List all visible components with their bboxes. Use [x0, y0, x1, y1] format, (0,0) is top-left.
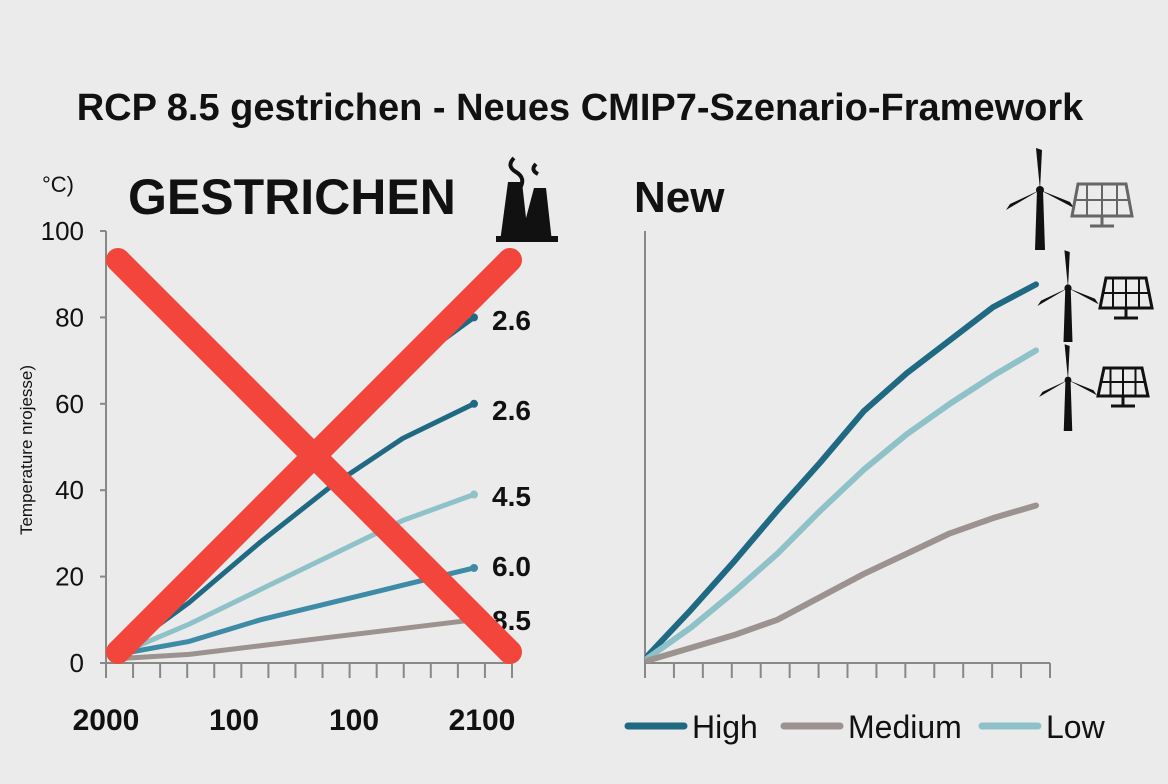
legend-label: Medium	[848, 709, 962, 745]
wind-turbine-icon	[1037, 250, 1099, 342]
solar-panel-icon	[1096, 366, 1150, 408]
left-y-tick-label: 20	[55, 562, 84, 592]
left-y-axis-label: Temperature nrojesse)	[17, 365, 36, 535]
left-series-end-point	[470, 490, 478, 499]
left-y-tick-label: 100	[41, 216, 84, 246]
left-y-tick-label: 0	[70, 648, 84, 678]
factory-smokestack-icon	[496, 156, 558, 242]
chart-title: RCP 8.5 gestrichen - Neues CMIP7-Szenari…	[77, 87, 1084, 129]
legend: High Medium Low	[624, 709, 1106, 745]
left-series-line	[115, 401, 477, 657]
right-series-line	[645, 281, 1039, 659]
left-series-line	[115, 565, 477, 657]
left-series-line	[115, 492, 477, 657]
solar-panel-icon	[1070, 182, 1134, 228]
left-y-tick-label: 60	[55, 389, 84, 419]
left-y-tick-label: 40	[55, 475, 84, 505]
left-series-line	[115, 617, 477, 662]
left-chart: °C) GESTRICHEN 0 20 40 60 80 100 2000 100 100 21…	[17, 156, 558, 737]
left-series-end-point	[470, 313, 478, 322]
wind-turbine-icon	[1006, 148, 1074, 250]
left-series-end-label: 6.0	[492, 551, 531, 582]
left-y-tick-label: 80	[55, 302, 84, 332]
solar-panel-icon	[1098, 276, 1154, 320]
legend-label: Low	[1046, 709, 1106, 745]
left-chart-heading: GESTRICHEN	[128, 169, 456, 225]
left-series-end-point	[470, 563, 478, 572]
left-series-end-point	[470, 399, 478, 408]
left-x-tick-label: 100	[209, 704, 259, 737]
left-unit-label: °C)	[42, 172, 74, 197]
left-x-tick-label: 2000	[73, 704, 140, 737]
red-x-cross-icon	[106, 248, 522, 664]
right-series-line	[645, 347, 1039, 661]
wind-turbine-icon	[1039, 344, 1097, 431]
right-series-line	[645, 502, 1039, 664]
left-x-tick-label: 2100	[449, 704, 516, 737]
left-series-end-label: 2.6	[492, 395, 531, 426]
left-x-tick-label: 100	[329, 704, 379, 737]
legend-label: High	[692, 709, 758, 745]
left-series-end-label: 2.6	[492, 305, 531, 336]
right-chart: New High Medium Low	[624, 148, 1154, 745]
left-series-end-label: 4.5	[492, 481, 531, 512]
right-chart-heading: New	[634, 173, 725, 222]
